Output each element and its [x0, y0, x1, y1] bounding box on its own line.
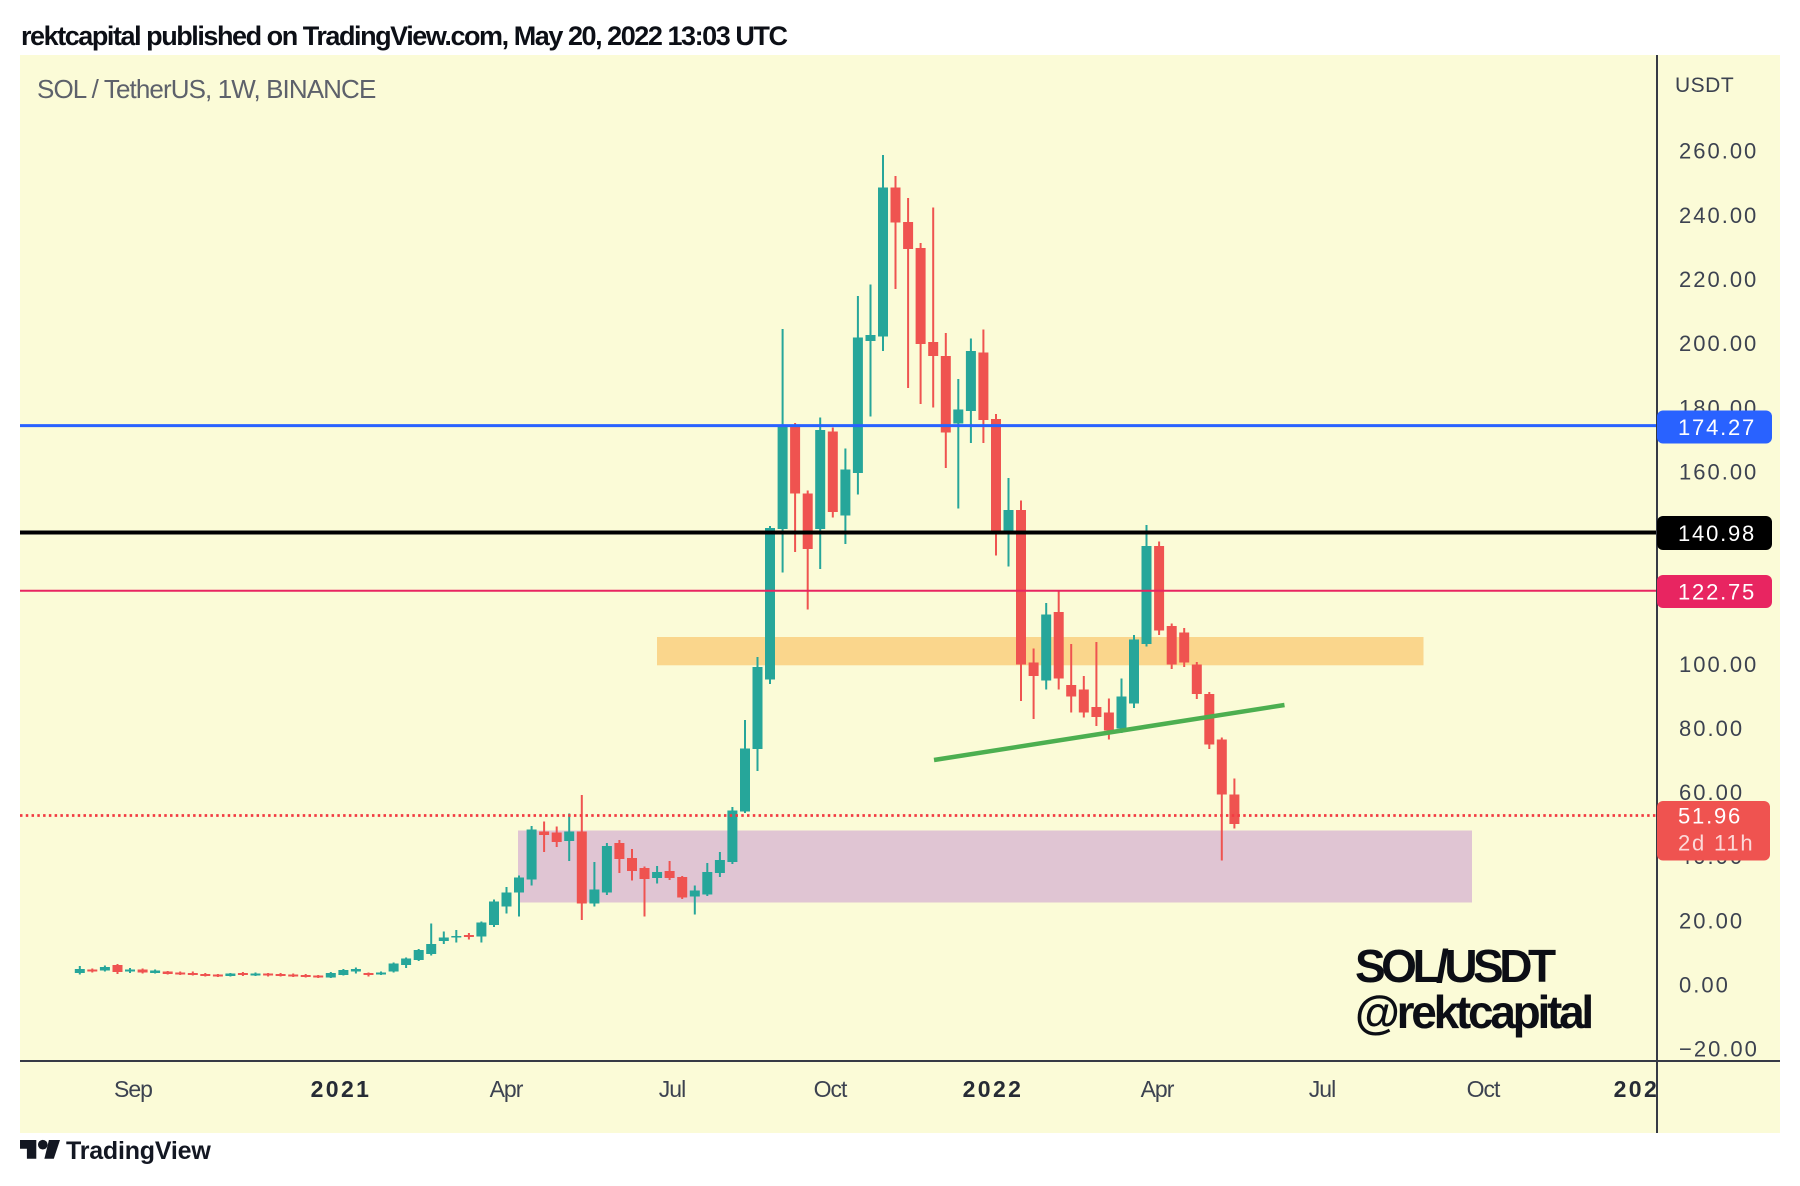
svg-text:Apr: Apr — [490, 1076, 524, 1102]
svg-text:60.00: 60.00 — [1679, 780, 1744, 805]
svg-text:122.75: 122.75 — [1678, 580, 1756, 605]
svg-text:220.00: 220.00 — [1679, 267, 1758, 292]
svg-text:200.00: 200.00 — [1679, 331, 1758, 356]
svg-text:80.00: 80.00 — [1679, 716, 1744, 741]
svg-text:rektcapital published on Tradi: rektcapital published on TradingView.com… — [21, 21, 787, 51]
svg-text:0.00: 0.00 — [1679, 972, 1730, 997]
svg-text:Apr: Apr — [1141, 1076, 1175, 1102]
svg-text:2d 11h: 2d 11h — [1678, 831, 1754, 856]
svg-text:20.00: 20.00 — [1679, 908, 1744, 933]
svg-text:2022: 2022 — [963, 1076, 1024, 1102]
svg-text:SOL/USDT: SOL/USDT — [1355, 940, 1556, 992]
svg-text:100.00: 100.00 — [1679, 652, 1758, 677]
svg-text:Sep: Sep — [114, 1076, 152, 1102]
svg-text:USDT: USDT — [1675, 74, 1734, 97]
svg-text:51.96: 51.96 — [1678, 804, 1742, 829]
svg-text:@rektcapital: @rektcapital — [1355, 986, 1591, 1038]
svg-text:Oct: Oct — [814, 1076, 848, 1102]
svg-text:Jul: Jul — [1309, 1076, 1335, 1102]
svg-text:140.98: 140.98 — [1678, 521, 1756, 546]
svg-text:−20.00: −20.00 — [1679, 1037, 1759, 1062]
svg-text:2021: 2021 — [311, 1076, 372, 1102]
svg-text:SOL / TetherUS, 1W, BINANCE: SOL / TetherUS, 1W, BINANCE — [37, 74, 376, 104]
svg-text:2023: 2023 — [1614, 1076, 1675, 1102]
svg-text:Oct: Oct — [1467, 1076, 1501, 1102]
svg-text:160.00: 160.00 — [1679, 459, 1758, 484]
svg-text:Jul: Jul — [659, 1076, 685, 1102]
svg-text:TradingView: TradingView — [66, 1137, 211, 1165]
svg-text:174.27: 174.27 — [1678, 415, 1756, 440]
svg-text:240.00: 240.00 — [1679, 203, 1758, 228]
svg-text:260.00: 260.00 — [1679, 139, 1758, 164]
